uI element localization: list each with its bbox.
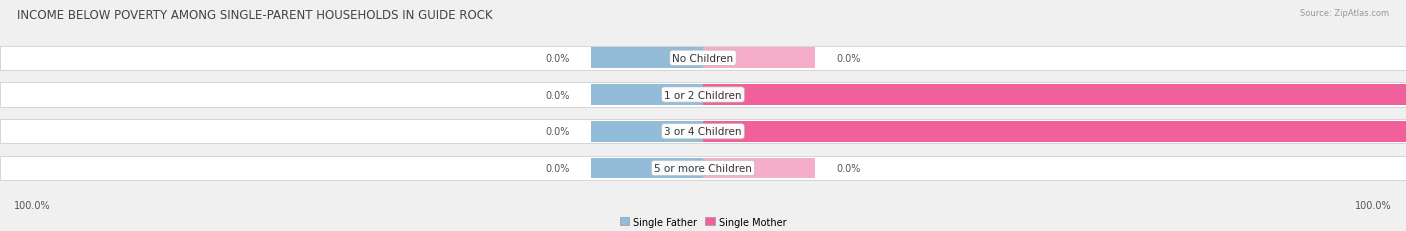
- Bar: [0, 156, 1406, 180]
- Text: 0.0%: 0.0%: [546, 127, 569, 137]
- Bar: [0, 83, 1406, 107]
- Bar: [703, 48, 815, 69]
- Text: 0.0%: 0.0%: [546, 163, 569, 173]
- Bar: [703, 85, 1406, 106]
- Legend: Single Father, Single Mother: Single Father, Single Mother: [620, 217, 786, 227]
- Bar: [703, 158, 815, 179]
- Text: 0.0%: 0.0%: [546, 54, 569, 64]
- Text: 1 or 2 Children: 1 or 2 Children: [664, 90, 742, 100]
- Text: 3 or 4 Children: 3 or 4 Children: [664, 127, 742, 137]
- Text: 5 or more Children: 5 or more Children: [654, 163, 752, 173]
- Bar: [591, 48, 703, 69]
- Text: 100.0%: 100.0%: [14, 200, 51, 210]
- Text: Source: ZipAtlas.com: Source: ZipAtlas.com: [1301, 9, 1389, 18]
- Text: No Children: No Children: [672, 54, 734, 64]
- Bar: [591, 85, 703, 106]
- Bar: [703, 121, 1406, 142]
- Bar: [0, 119, 1406, 144]
- Text: 100.0%: 100.0%: [1355, 200, 1392, 210]
- Text: 0.0%: 0.0%: [837, 54, 860, 64]
- Text: 0.0%: 0.0%: [837, 163, 860, 173]
- Bar: [0, 46, 1406, 71]
- Bar: [591, 158, 703, 179]
- Text: INCOME BELOW POVERTY AMONG SINGLE-PARENT HOUSEHOLDS IN GUIDE ROCK: INCOME BELOW POVERTY AMONG SINGLE-PARENT…: [17, 9, 492, 22]
- Text: 0.0%: 0.0%: [546, 90, 569, 100]
- Bar: [591, 121, 703, 142]
